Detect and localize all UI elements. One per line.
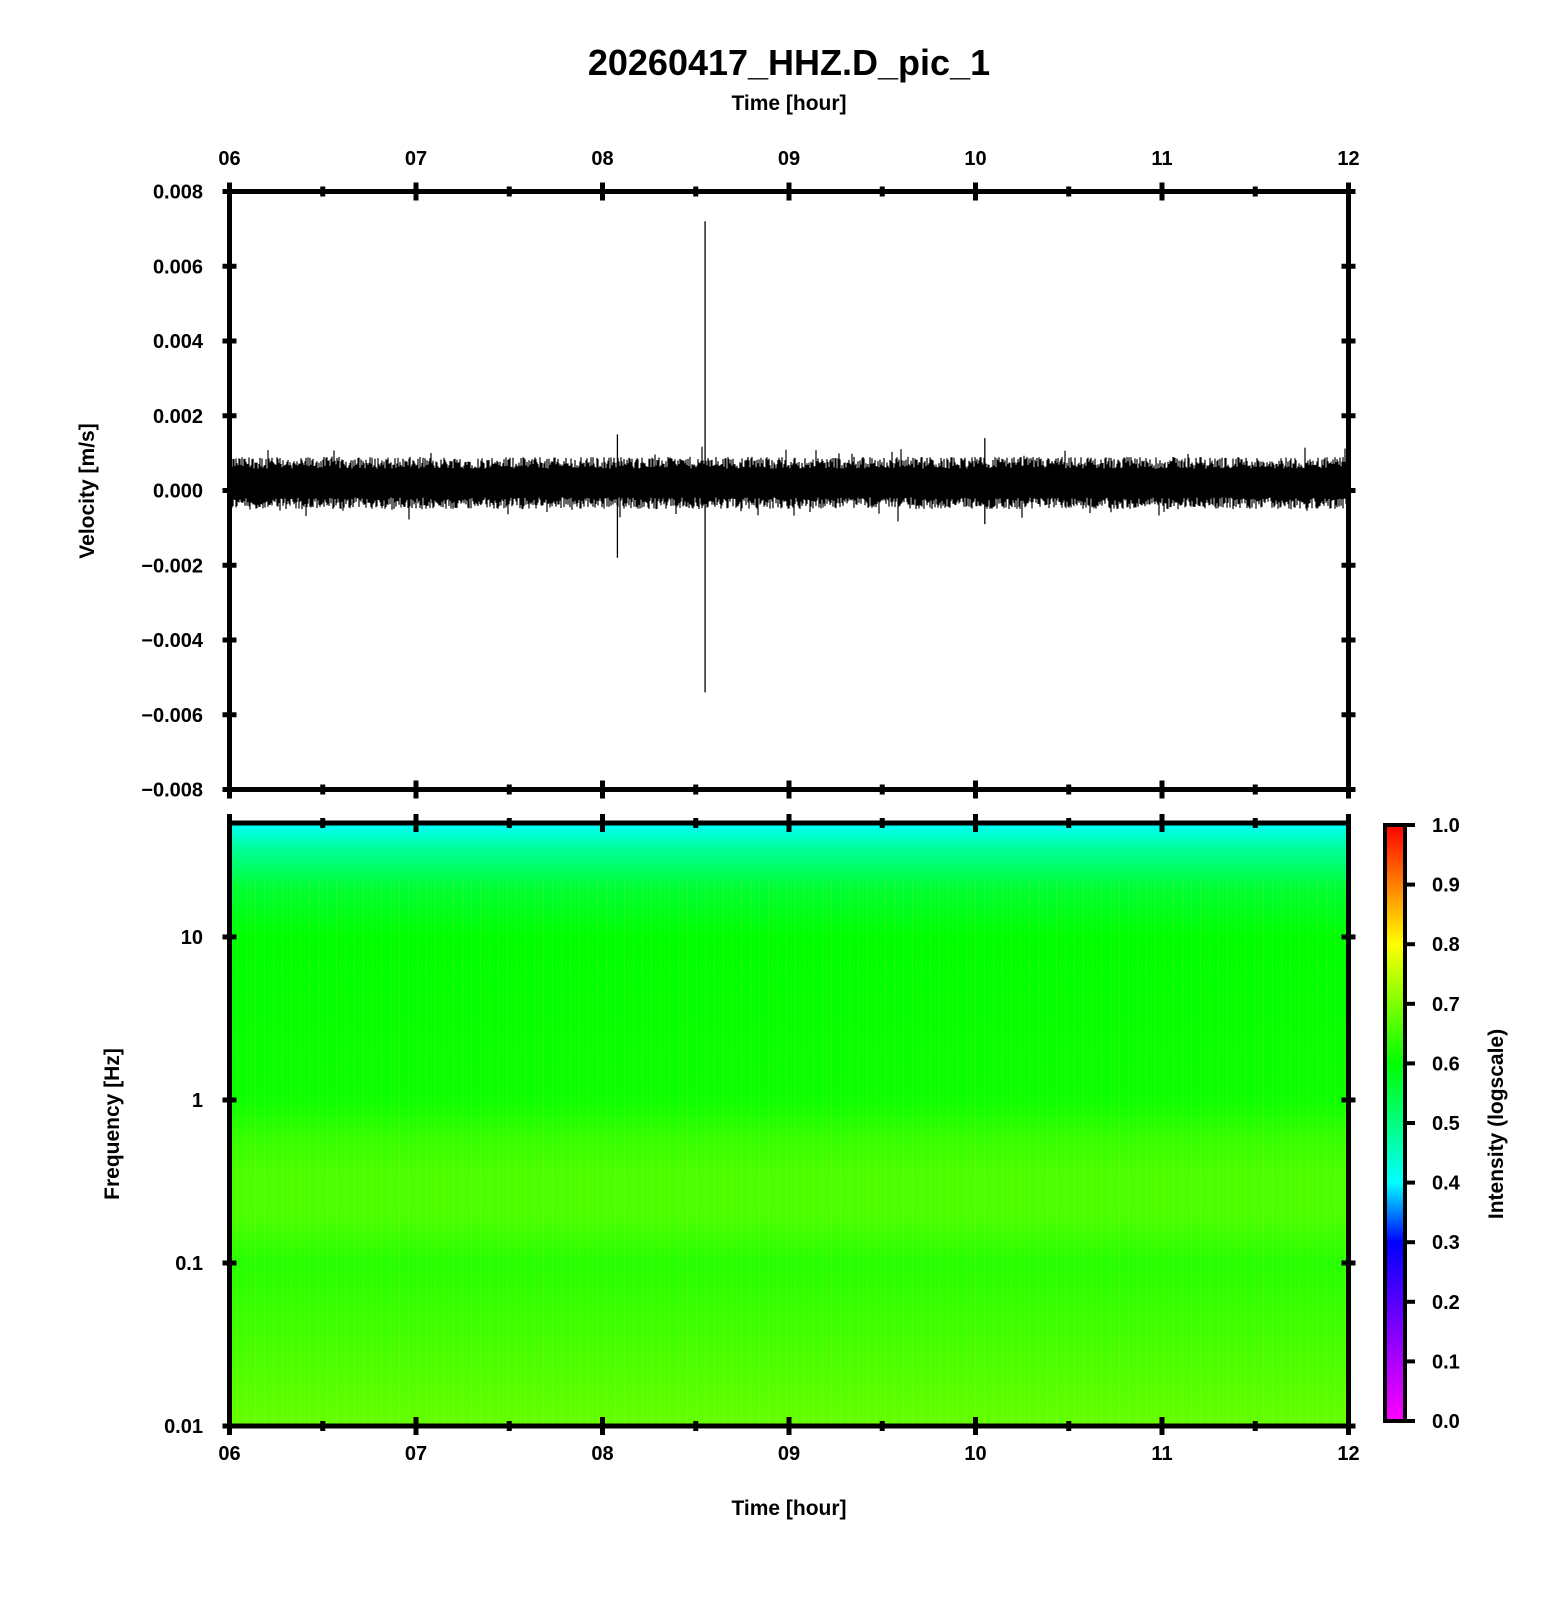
colorbar-tick-label: 0.8: [1432, 934, 1460, 956]
spectrogram-x-tick-label: 11: [1151, 1443, 1172, 1465]
waveform-y-tick-label: −0.004: [141, 630, 204, 652]
spectrogram-y-axis-title: Frequency [Hz]: [101, 1048, 124, 1200]
spectrogram-y-tick-label: 10: [181, 927, 203, 949]
colorbar-tick-label: 0.2: [1432, 1292, 1460, 1314]
waveform-top-x-tick-label: 11: [1151, 148, 1172, 170]
waveform-y-tick-label: 0.006: [153, 256, 203, 278]
spectrogram-x-ticks: 06 07 08 09 10 11 12: [218, 814, 1360, 1465]
waveform-y-tick-label: 0.000: [153, 481, 203, 503]
waveform-y-tick-label: 0.008: [153, 182, 203, 204]
spectrogram-stripes: [229, 880, 1349, 1426]
waveform-top-x-tick-label: 08: [591, 148, 613, 170]
spectrogram-y-tick-label: 0.01: [164, 1416, 203, 1438]
spectrogram-y-tick-label: 0.1: [175, 1253, 203, 1275]
waveform-y-tick-label: −0.006: [141, 705, 203, 727]
colorbar-tick-label: 0.4: [1432, 1173, 1461, 1195]
bottom-x-axis-title: Time [hour]: [731, 1497, 846, 1520]
colorbar: 1.0 0.9 0.8 0.7 0.6 0.5 0.4 0.3 0.2 0.1 0.0 Intens…: [1383, 815, 1508, 1433]
colorbar-tick-label: 0.9: [1432, 875, 1460, 897]
spectrogram-x-tick-label: 08: [591, 1443, 613, 1465]
waveform-panel: 06 07 08 09 10 11 12 0.008 0.006 0.004 0.002 0.000…: [76, 148, 1360, 802]
waveform-y-axis-title: Velocity [m/s]: [76, 423, 99, 558]
waveform-top-x-ticks: 06 07 08 09 10 11 12: [218, 148, 1360, 201]
waveform-y-tick-label: 0.004: [153, 331, 204, 353]
spectrogram-x-tick-label: 12: [1337, 1443, 1359, 1465]
waveform-top-x-tick-label: 09: [778, 148, 800, 170]
colorbar-title: Intensity (logscale): [1485, 1029, 1508, 1219]
spectrogram-x-tick-label: 09: [778, 1443, 800, 1465]
colorbar-gradient: [1383, 823, 1407, 1423]
spectrogram-x-tick-label: 10: [964, 1443, 986, 1465]
waveform-top-x-tick-label: 10: [964, 148, 986, 170]
colorbar-tick-label: 0.3: [1432, 1232, 1460, 1254]
spectrogram-y-tick-label: 1: [192, 1090, 203, 1112]
colorbar-tick-label: 1.0: [1432, 815, 1460, 837]
colorbar-tick-label: 0.1: [1432, 1351, 1460, 1373]
colorbar-tick-label: 0.0: [1432, 1411, 1460, 1433]
waveform-top-x-tick-label: 12: [1337, 148, 1359, 170]
waveform-spikes: [616, 221, 986, 693]
waveform-trace: [229, 446, 1348, 522]
spectrogram-x-tick-label: 06: [218, 1443, 240, 1465]
waveform-y-ticks: 0.008 0.006 0.004 0.002 0.000 −0.002 −0.004 −0.…: [141, 182, 1356, 802]
colorbar-ticks: 1.0 0.9 0.8 0.7 0.6 0.5 0.4 0.3 0.2 0.1 0.0: [1405, 815, 1461, 1433]
colorbar-tick-label: 0.7: [1432, 994, 1460, 1016]
waveform-y-tick-label: 0.002: [153, 406, 203, 428]
colorbar-tick-label: 0.5: [1432, 1113, 1460, 1135]
chart-title: 20260417_HHZ.D_pic_1: [588, 42, 990, 83]
spectrogram-y-ticks: 10 1 0.1 0.01: [164, 927, 1356, 1438]
spectrogram-panel: 06 07 08 09 10 11 12 10 1 0.1 0.01 Frequency [Hz]…: [101, 814, 1360, 1520]
spectrogram-x-tick-label: 07: [405, 1443, 427, 1465]
colorbar-tick-label: 0.6: [1432, 1053, 1460, 1075]
waveform-top-x-tick-label: 06: [218, 148, 240, 170]
waveform-top-x-tick-label: 07: [405, 148, 427, 170]
waveform-y-tick-label: −0.008: [141, 780, 203, 802]
top-x-axis-title: Time [hour]: [731, 92, 846, 115]
waveform-y-tick-label: −0.002: [141, 555, 203, 577]
